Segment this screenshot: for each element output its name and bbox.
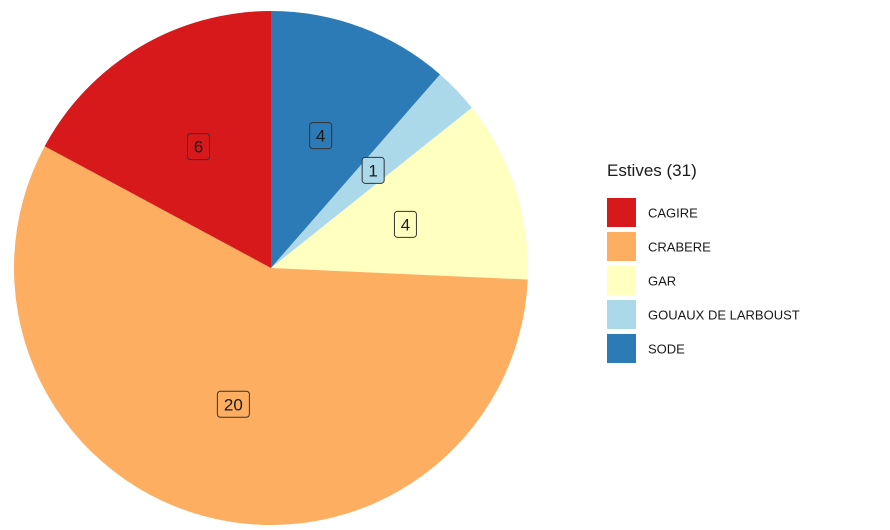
value-label-box-cagire — [187, 133, 211, 161]
pie-slices — [13, 10, 528, 525]
pie-slice-sode — [271, 11, 441, 268]
legend-swatch-gar — [607, 266, 636, 295]
legend: Estives (31) CAGIRE CRABERE GAR GOUAUX DE L… — [607, 161, 800, 363]
legend-title: Estives (31) — [607, 161, 697, 180]
legend-label-gouaux-de-larboust: GOUAUX DE LARBOUST — [648, 308, 800, 323]
value-label-sode: 4 — [316, 127, 325, 146]
pie-slice-crabere — [13, 146, 528, 525]
value-label-box-gouaux-de-larboust — [361, 156, 385, 184]
legend-label-cagire: CAGIRE — [648, 206, 698, 221]
pie-value-labels: 4 1 4 20 6 — [187, 122, 417, 418]
value-label-cagire: 6 — [194, 138, 203, 157]
legend-items: CAGIRE CRABERE GAR GOUAUX DE LARBOUST SODE — [607, 198, 800, 363]
pie-slice-cagire — [44, 10, 271, 268]
legend-label-sode: SODE — [648, 342, 685, 357]
legend-swatch-gouaux-de-larboust — [607, 300, 636, 329]
legend-swatch-sode — [607, 334, 636, 363]
value-label-box-crabere — [216, 390, 250, 418]
legend-swatch-crabere — [607, 232, 636, 261]
value-label-crabere: 20 — [224, 395, 243, 414]
legend-label-gar: GAR — [648, 274, 676, 289]
pie-slice-gar — [271, 107, 528, 280]
legend-swatch-cagire — [607, 198, 636, 227]
value-label-box-sode — [309, 122, 333, 150]
value-label-gar: 4 — [401, 215, 410, 234]
value-label-gouaux-de-larboust: 1 — [368, 161, 377, 180]
legend-label-crabere: CRABERE — [648, 240, 711, 255]
value-label-box-gar — [393, 210, 417, 238]
